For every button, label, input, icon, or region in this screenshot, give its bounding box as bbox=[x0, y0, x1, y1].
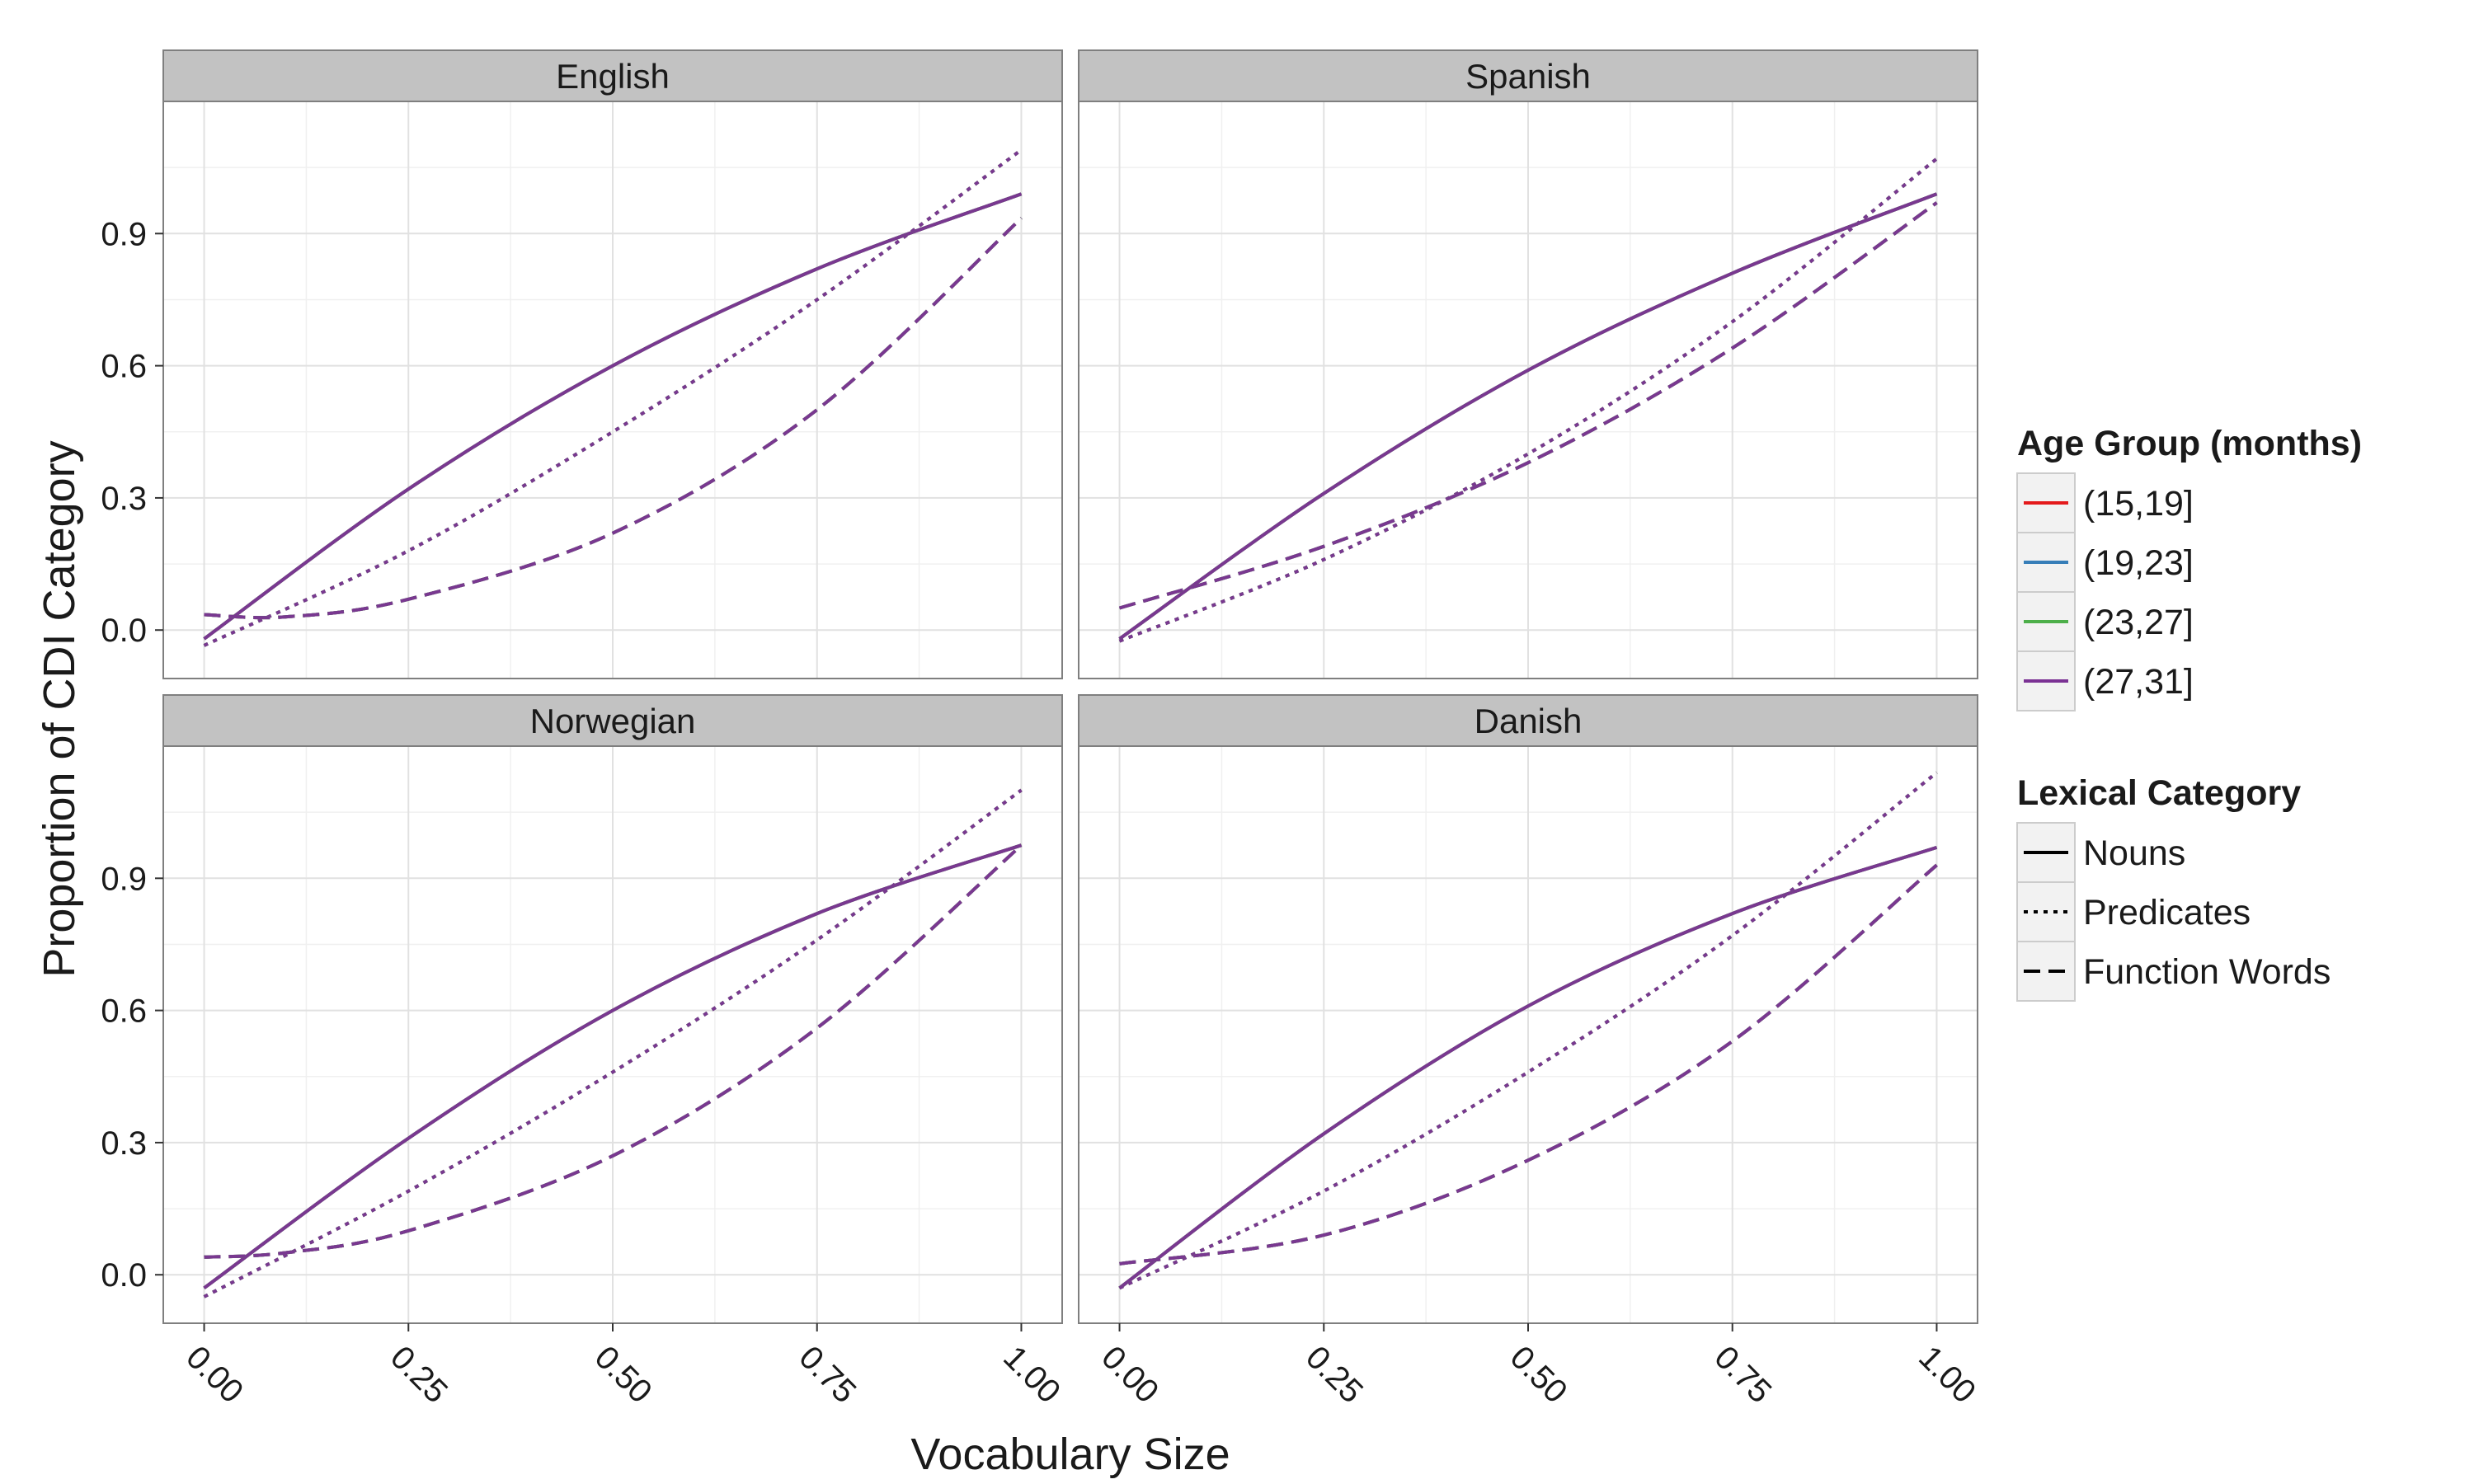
legend-label: (27,31] bbox=[2083, 662, 2194, 702]
y-tick-label: 0.9 bbox=[101, 216, 147, 252]
legend-entry: (15,19] bbox=[2016, 472, 2194, 533]
legend-label: Function Words bbox=[2083, 952, 2331, 992]
y-tick-label: 0.3 bbox=[101, 1125, 147, 1162]
y-tick-label: 0.6 bbox=[101, 993, 147, 1030]
series-line-function-words bbox=[1119, 863, 1938, 1266]
panel-border bbox=[1078, 101, 1978, 679]
legend-label: (15,19] bbox=[2083, 484, 2194, 524]
series-line-nouns bbox=[1118, 845, 1938, 1289]
legend-entry: (19,23] bbox=[2016, 532, 2194, 593]
legend-entry: Nouns bbox=[2016, 822, 2185, 883]
series-line-function-words bbox=[1118, 201, 1938, 610]
facet-panels: English 0.0 0.3 0.6 0.9 Spanish Norwegian 0.0 0.… bbox=[101, 49, 1982, 1410]
x-tick-label: 0.00 bbox=[179, 1339, 250, 1410]
x-tick-label: 0.75 bbox=[1707, 1339, 1778, 1410]
panel-strip bbox=[162, 49, 1063, 102]
panel-norwegian: Norwegian 0.0 0.3 0.6 0.9 0.00 0.25 0.50 0.75 1.0… bbox=[101, 694, 1067, 1410]
plot-content bbox=[163, 101, 1062, 679]
plot-content bbox=[163, 746, 1062, 1323]
panel-strip bbox=[1078, 694, 1978, 747]
series-line-predicates bbox=[203, 148, 1023, 647]
legend-entry: (23,27] bbox=[2016, 591, 2194, 652]
x-tick-label: 0.00 bbox=[1094, 1339, 1165, 1410]
y-tick-label: 0.9 bbox=[101, 861, 147, 897]
panel-title: Spanish bbox=[1465, 57, 1591, 96]
series-line-predicates bbox=[203, 788, 1023, 1298]
series-line-function-words bbox=[204, 843, 1023, 1259]
panel-strip bbox=[162, 694, 1063, 747]
panel-title: English bbox=[556, 57, 670, 96]
legend-label: (23,27] bbox=[2083, 603, 2194, 642]
panel-border bbox=[162, 101, 1063, 679]
legend-age-group: Age Group (months) (15,19] (19,23] (23,27] (… bbox=[2016, 424, 2362, 711]
legends: Age Group (months) (15,19] (19,23] (23,27] (… bbox=[2016, 424, 2362, 1002]
legend-title: Age Group (months) bbox=[2017, 424, 2362, 463]
legend-title: Lexical Category bbox=[2017, 773, 2301, 813]
series-line-nouns bbox=[203, 843, 1023, 1289]
series-line-nouns bbox=[1118, 192, 1938, 641]
series-line-nouns bbox=[203, 192, 1023, 641]
legend-lexical-category: Lexical Category Nouns Predicates Function … bbox=[2016, 773, 2331, 1002]
panel-strip bbox=[1078, 49, 1978, 102]
legend-label: Predicates bbox=[2083, 893, 2251, 932]
y-tick-label: 0.3 bbox=[101, 481, 147, 517]
legend-label: Nouns bbox=[2083, 834, 2185, 873]
panel-title: Norwegian bbox=[530, 702, 696, 740]
y-tick-label: 0.0 bbox=[101, 613, 147, 649]
x-tick-label: 0.25 bbox=[1299, 1339, 1370, 1410]
x-tick-label: 0.75 bbox=[792, 1339, 863, 1410]
x-tick-label: 0.50 bbox=[588, 1339, 659, 1410]
panel-spanish: Spanish bbox=[1078, 49, 1978, 679]
plot-content bbox=[1079, 746, 1978, 1323]
panel-title: Danish bbox=[1475, 702, 1583, 740]
y-tick-label: 0.6 bbox=[101, 349, 147, 385]
legend-entry: Function Words bbox=[2016, 941, 2331, 1002]
series-line-function-words bbox=[204, 217, 1023, 620]
panel-danish: Danish 0.00 0.25 0.50 0.75 1.00 bbox=[1078, 694, 1982, 1410]
x-axis-title: Vocabulary Size bbox=[910, 1430, 1230, 1479]
legend-label: (19,23] bbox=[2083, 543, 2194, 583]
x-tick-label: 1.00 bbox=[1912, 1339, 1982, 1410]
x-tick-label: 0.50 bbox=[1503, 1339, 1574, 1410]
panel-english: English 0.0 0.3 0.6 0.9 bbox=[101, 49, 1063, 679]
y-axis-title: Proportion of CDI Category bbox=[35, 440, 84, 977]
legend-entry: (27,31] bbox=[2016, 650, 2194, 711]
x-tick-label: 1.00 bbox=[996, 1339, 1067, 1410]
x-tick-label: 0.25 bbox=[383, 1339, 454, 1410]
y-tick-label: 0.0 bbox=[101, 1257, 147, 1294]
legend-entry: Predicates bbox=[2016, 881, 2251, 942]
series-line-predicates bbox=[1118, 771, 1938, 1290]
plot-content bbox=[1079, 101, 1978, 679]
